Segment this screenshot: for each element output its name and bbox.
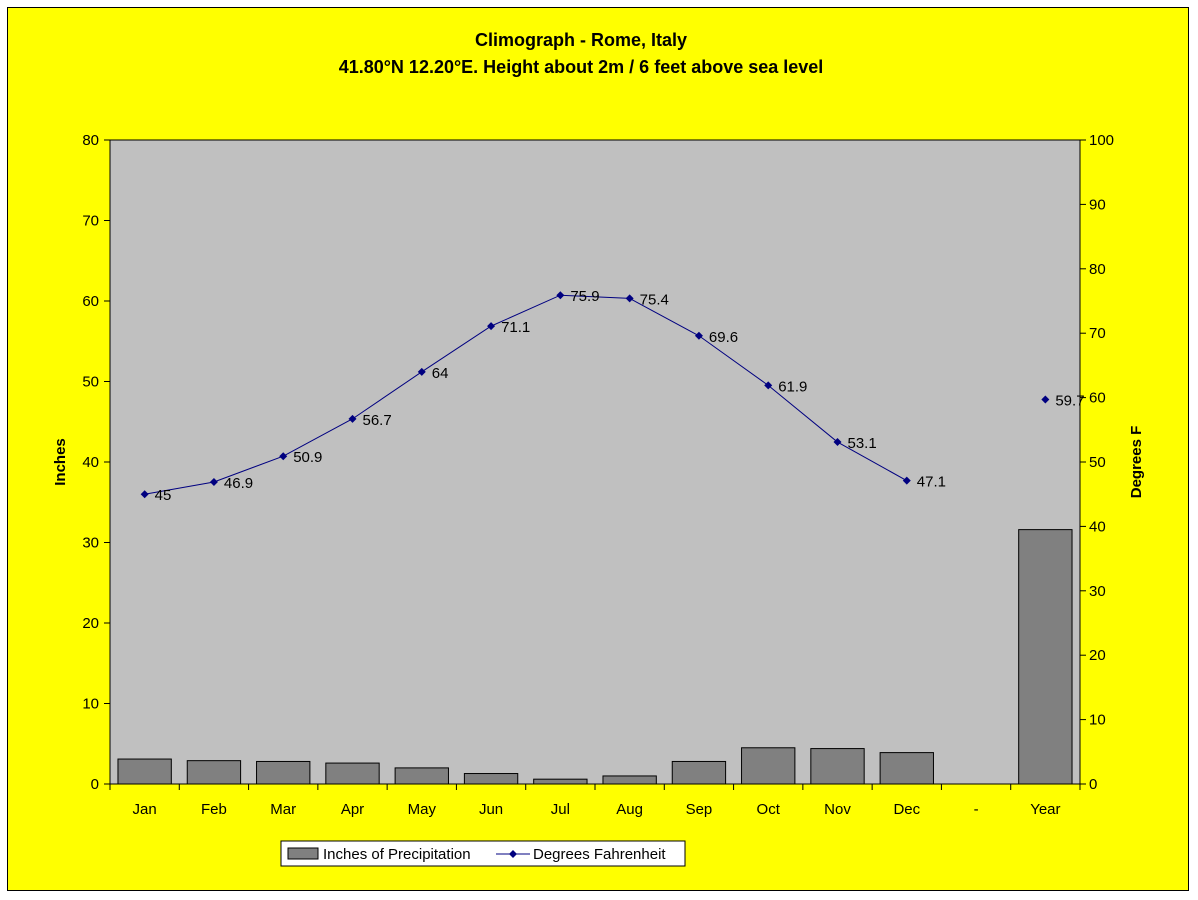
temperature-line bbox=[144, 294, 908, 495]
temperature-point bbox=[209, 477, 218, 486]
y2-tick-label: 20 bbox=[1089, 647, 1106, 664]
legend-box bbox=[280, 840, 686, 867]
y2-tick-label: 30 bbox=[1089, 583, 1106, 600]
x-tick-label: Apr bbox=[341, 801, 364, 818]
y-tick-label: 50 bbox=[82, 374, 99, 391]
temperature-data-label: 45 bbox=[155, 487, 172, 504]
temperature-point bbox=[1041, 395, 1050, 404]
temperature-point bbox=[556, 291, 565, 300]
y-tick-label: 40 bbox=[82, 454, 99, 471]
temperature-data-label: 56.7 bbox=[363, 412, 392, 429]
temperature-data-label: 71.1 bbox=[501, 319, 530, 336]
temperature-data-label: 61.9 bbox=[778, 378, 807, 395]
temperature-point bbox=[140, 490, 149, 499]
x-tick-label: May bbox=[408, 801, 437, 818]
legend-label-temperature: Degrees Fahrenheit bbox=[533, 846, 666, 863]
legend-label-precipitation: Inches of Precipitation bbox=[323, 846, 471, 863]
x-tick-label: Mar bbox=[270, 801, 296, 818]
x-tick-label: Jan bbox=[133, 801, 157, 818]
bar bbox=[394, 767, 449, 785]
bar bbox=[186, 760, 242, 785]
y-tick-label: 60 bbox=[82, 293, 99, 310]
temperature-data-label: 47.1 bbox=[917, 474, 946, 491]
temperature-point bbox=[694, 331, 703, 340]
bar bbox=[671, 760, 727, 785]
bar bbox=[879, 752, 934, 785]
temperature-data-label: 75.9 bbox=[570, 288, 599, 305]
temperature-point bbox=[902, 476, 911, 485]
temperature-point bbox=[417, 367, 426, 376]
x-tick-label: Dec bbox=[893, 801, 920, 818]
legend: Inches of Precipitation Degrees Fahrenhe… bbox=[280, 840, 686, 867]
temperature-point bbox=[833, 438, 842, 447]
temperature-point bbox=[487, 322, 496, 331]
y2-axis-label: Degrees F bbox=[1128, 426, 1145, 499]
bar bbox=[810, 748, 865, 785]
temperature-data-label: 50.9 bbox=[293, 449, 322, 466]
chart-title: Climograph - Rome, Italy bbox=[475, 30, 687, 50]
y-tick-label: 0 bbox=[91, 776, 99, 793]
y-tick-label: 20 bbox=[82, 615, 99, 632]
x-tick-label: Nov bbox=[824, 801, 851, 818]
temperature-data-label: 59.7 bbox=[1055, 393, 1084, 410]
bar bbox=[463, 773, 519, 785]
temperature-data-label: 53.1 bbox=[848, 435, 877, 452]
y-tick-label: 70 bbox=[82, 213, 99, 230]
y-axis-label: Inches bbox=[52, 438, 69, 486]
chart-subtitle: 41.80°N 12.20°E. Height about 2m / 6 fee… bbox=[339, 57, 824, 77]
y2-tick-label: 90 bbox=[1089, 196, 1106, 213]
x-tick-label: Jun bbox=[479, 801, 503, 818]
bar bbox=[325, 762, 380, 785]
temperature-data-label: 69.6 bbox=[709, 329, 738, 346]
y2-tick-label: 80 bbox=[1089, 261, 1106, 278]
bar bbox=[533, 778, 588, 785]
y-tick-label: 30 bbox=[82, 535, 99, 552]
x-tick-label: Aug bbox=[616, 801, 643, 818]
plot-area bbox=[109, 139, 1081, 785]
y2-tick-label: 0 bbox=[1089, 776, 1097, 793]
bar bbox=[256, 760, 311, 785]
temperature-data-label: 75.4 bbox=[640, 291, 669, 308]
x-tick-label: - bbox=[974, 801, 979, 818]
bar bbox=[602, 775, 657, 785]
x-tick-label: Oct bbox=[757, 801, 781, 818]
temperature-data-label: 46.9 bbox=[224, 475, 253, 492]
temperature-point bbox=[279, 452, 288, 461]
temperature-point bbox=[764, 381, 773, 390]
y2-tick-label: 60 bbox=[1089, 390, 1106, 407]
y2-tick-label: 40 bbox=[1089, 518, 1106, 535]
x-tick-label: Feb bbox=[201, 801, 227, 818]
bar bbox=[1018, 529, 1073, 785]
legend-marker-temperature bbox=[509, 850, 517, 858]
x-tick-label: Sep bbox=[686, 801, 713, 818]
temperature-point bbox=[625, 294, 634, 303]
chart-area: Climograph - Rome, Italy 41.80°N 12.20°E… bbox=[7, 7, 1189, 891]
y-tick-label: 80 bbox=[82, 132, 99, 149]
y2-tick-label: 10 bbox=[1089, 712, 1106, 729]
y2-tick-label: 50 bbox=[1089, 454, 1106, 471]
temperature-point bbox=[348, 414, 357, 423]
climograph-chart: Climograph - Rome, Italy 41.80°N 12.20°E… bbox=[52, 30, 1145, 867]
y2-tick-label: 70 bbox=[1089, 325, 1106, 342]
bar bbox=[117, 758, 172, 785]
y2-tick-label: 100 bbox=[1089, 132, 1114, 149]
y-tick-label: 10 bbox=[82, 696, 99, 713]
x-tick-label: Jul bbox=[551, 801, 570, 818]
x-tick-label: Year bbox=[1030, 801, 1060, 818]
bar bbox=[741, 747, 796, 785]
legend-swatch-precipitation bbox=[287, 847, 319, 860]
temperature-data-label: 64 bbox=[432, 365, 449, 382]
